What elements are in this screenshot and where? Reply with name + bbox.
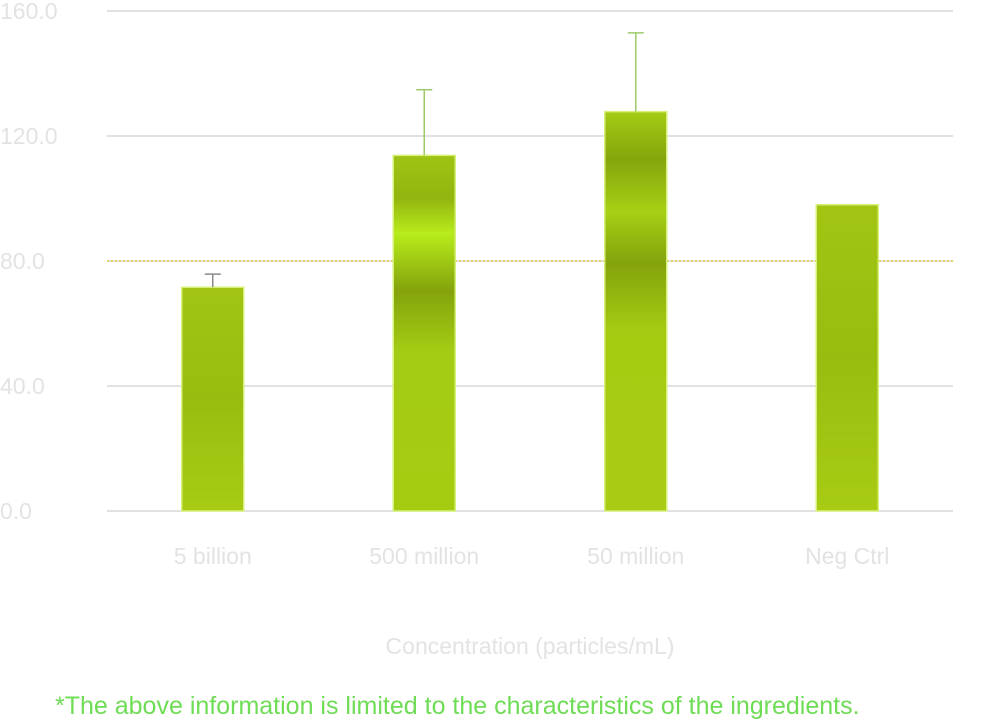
y-tick-label: 80.0 — [0, 248, 45, 274]
x-axis-title: Concentration (particles/mL) — [386, 633, 675, 659]
y-tick-label: 160.0 — [0, 0, 58, 24]
bars — [181, 110, 879, 512]
bar — [392, 154, 456, 512]
y-tick-label: 40.0 — [0, 373, 45, 399]
x-category-label: 50 million — [587, 543, 684, 569]
x-category-label: 5 billion — [174, 543, 252, 569]
y-tick-label: 0.0 — [0, 498, 32, 524]
bar — [181, 286, 245, 512]
bar — [815, 204, 879, 512]
footnote: *The above information is limited to the… — [55, 692, 860, 720]
y-tick-label: 120.0 — [0, 123, 58, 149]
x-category-label: Neg Ctrl — [805, 543, 889, 569]
x-category-labels: 5 billion 500 million 50 million Neg Ctrl — [174, 543, 890, 569]
bar — [604, 110, 668, 512]
x-category-label: 500 million — [369, 543, 479, 569]
error-bars — [204, 32, 644, 288]
y-tick-labels: 0.0 40.0 80.0 120.0 160.0 — [0, 0, 58, 524]
